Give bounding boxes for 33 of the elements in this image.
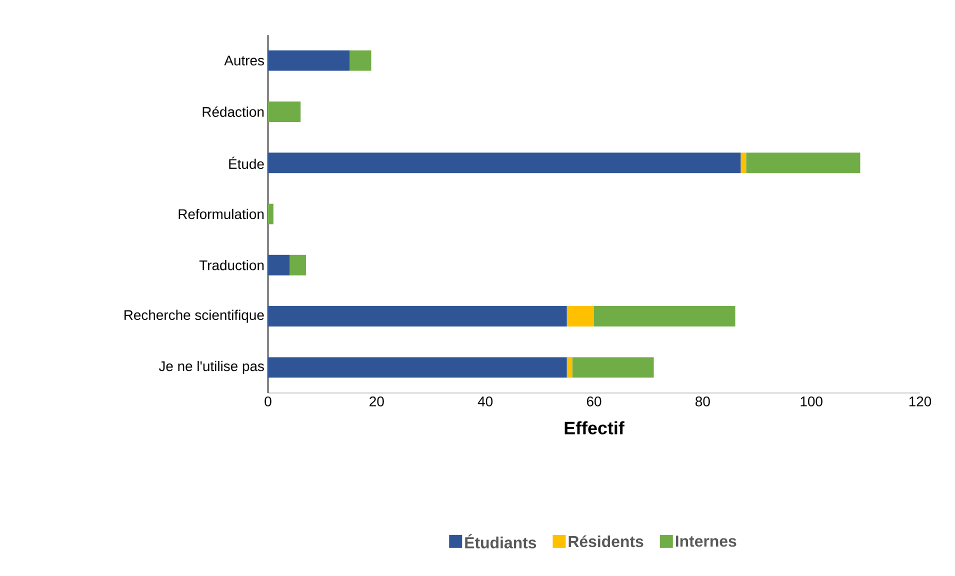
y-tick-label: Recherche scientifique: [124, 310, 264, 323]
x-axis-title: Effectif: [564, 421, 624, 434]
bar: [268, 152, 741, 174]
bar: [268, 306, 567, 327]
legend-label: Internes: [676, 536, 736, 547]
bar: [268, 101, 301, 122]
bar: [268, 50, 350, 71]
y-tick-label: Reformulation: [178, 208, 264, 220]
x-tick-label: 100: [800, 396, 822, 406]
y-tick-label: Traduction: [199, 260, 264, 270]
bar: [572, 357, 654, 378]
y-tick-label: Je ne l'utilise pas: [158, 360, 264, 374]
x-tick-label: 0: [264, 396, 272, 406]
legend-label: Étudiants: [465, 534, 536, 548]
bar: [268, 357, 567, 378]
bar: [566, 306, 594, 327]
bar: [268, 254, 290, 276]
x-tick-label: 80: [696, 396, 710, 406]
x-tick-label: 20: [370, 396, 384, 406]
bar: [746, 152, 860, 174]
y-tick-label: Autres: [224, 56, 264, 66]
legend-label: Résidents: [568, 535, 644, 548]
bar: [268, 204, 274, 224]
bar: [350, 50, 372, 71]
bar: [740, 152, 746, 174]
x-tick-label: 40: [478, 396, 493, 406]
x-tick-label: 120: [909, 396, 932, 406]
y-tick-label: Rédaction: [202, 106, 264, 117]
bar: [594, 306, 736, 327]
bar: [566, 357, 572, 378]
x-tick-label: 60: [586, 396, 602, 406]
bar: [290, 254, 306, 276]
y-tick-label: Étude: [229, 156, 264, 169]
